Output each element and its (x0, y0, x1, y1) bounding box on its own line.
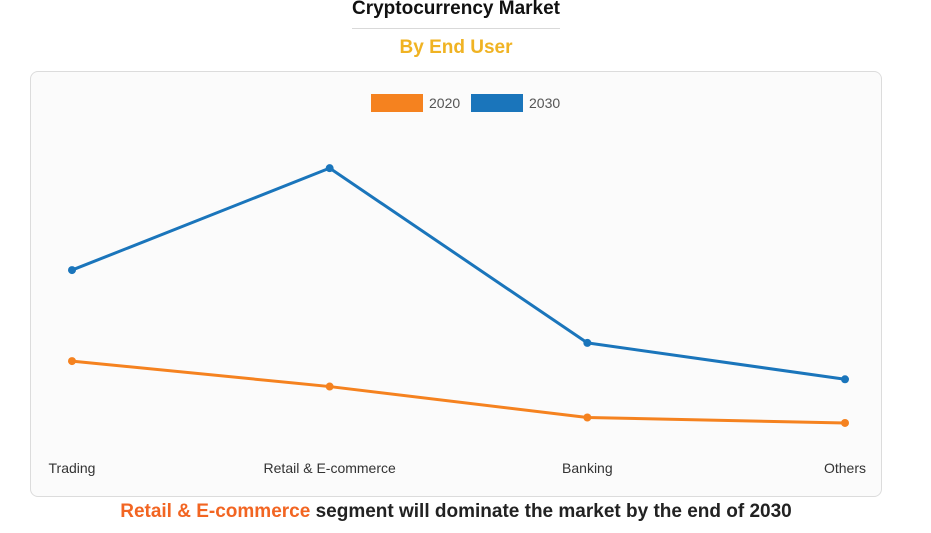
x-tick-trading: Trading (49, 460, 96, 476)
data-point-2030-others (841, 375, 849, 384)
data-point-2020-trading (68, 357, 76, 366)
data-point-2020-retail-and-e-commerce (325, 382, 334, 391)
x-tick-others: Others (824, 460, 866, 476)
chart-data-points (68, 164, 849, 427)
data-point-2020-others (841, 418, 849, 427)
series-line-2020 (70, 359, 847, 425)
data-point-2030-banking (583, 338, 592, 347)
legend-label-2020[interactable]: 2020 (429, 95, 460, 111)
chart-title: Cryptocurrency Market (351, 0, 561, 19)
chart-card (30, 71, 882, 497)
legend-swatch-2020[interactable] (371, 94, 423, 112)
legend-swatch-2030[interactable] (471, 94, 523, 112)
title-divider (352, 28, 560, 29)
x-tick-retail-and-e-commerce: Retail & E-commerce (264, 460, 396, 476)
legend-label-2030[interactable]: 2030 (529, 95, 560, 111)
series-line-2030 (70, 166, 847, 381)
data-point-2030-retail-and-e-commerce (325, 164, 334, 173)
footer-caption: Retail & E-commerce segment will dominat… (0, 501, 912, 523)
x-tick-banking: Banking (562, 460, 613, 476)
chart-legend: 2020 2030 (371, 94, 560, 112)
footer-highlight: Retail & E-commerce (120, 501, 311, 522)
data-point-2030-trading (68, 266, 76, 275)
data-point-2020-banking (583, 413, 592, 422)
footer-text: segment will dominate the market by the … (310, 501, 792, 522)
line-chart: 2020 2030 Trading Retail & E-commerce Banki… (49, 94, 866, 476)
chart-series-lines (70, 166, 847, 425)
x-axis-tick-labels: Trading Retail & E-commerce Banking Others (49, 460, 866, 476)
chart-subtitle: By End User (399, 37, 513, 58)
